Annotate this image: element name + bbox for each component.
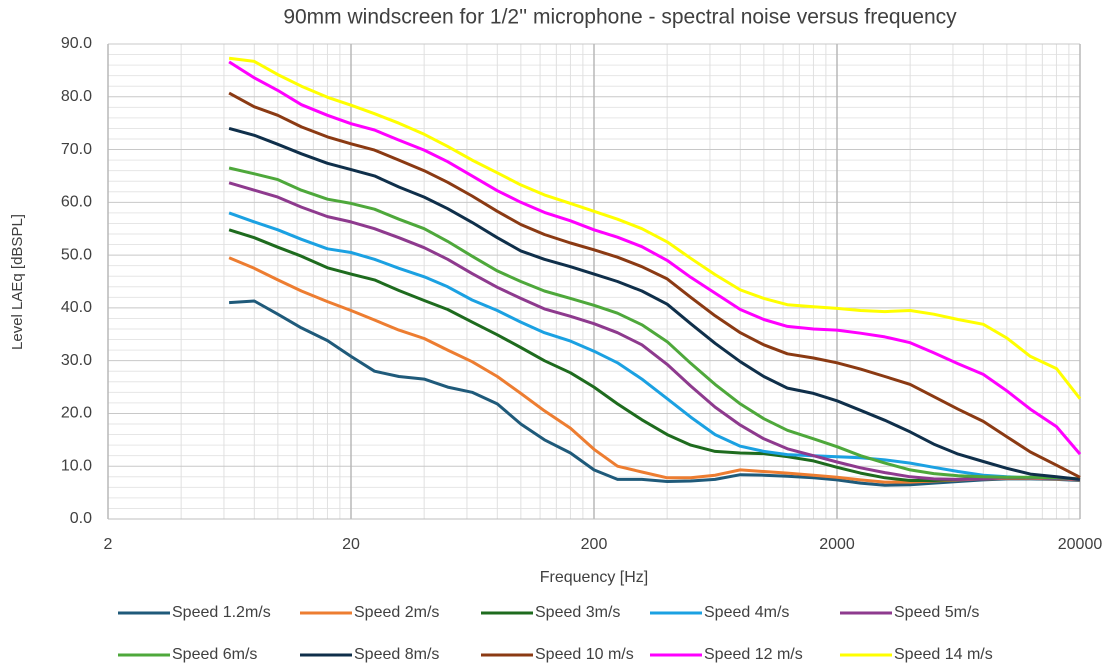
legend-label: Speed 4m/s [704, 604, 789, 621]
legend-label: Speed 6m/s [172, 646, 257, 663]
y-tick-label: 40.0 [61, 299, 92, 316]
y-tick-label: 10.0 [61, 457, 92, 474]
x-tick-label: 2000 [819, 536, 855, 553]
legend-label: Speed 12 m/s [704, 646, 803, 663]
legend-label: Speed 2m/s [354, 604, 439, 621]
series-line [228, 126, 1081, 481]
series-line [228, 256, 1081, 484]
x-axis-label: Frequency [Hz] [540, 569, 648, 586]
legend-label: Speed 10 m/s [535, 646, 634, 663]
series-line [229, 299, 1081, 487]
series-line [228, 60, 1082, 456]
series-line [228, 166, 1081, 481]
y-tick-label: 0.0 [70, 510, 92, 527]
x-tick-label: 20000 [1058, 536, 1103, 553]
y-tick-label: 30.0 [61, 352, 92, 369]
y-tick-label: 50.0 [61, 246, 92, 263]
series-line [228, 91, 1081, 479]
series-line [228, 211, 1081, 481]
series-line [228, 181, 1081, 481]
y-tick-label: 90.0 [61, 35, 92, 52]
x-tick-label: 2 [104, 536, 113, 553]
x-tick-label: 20 [342, 536, 360, 553]
legend-label: Speed 3m/s [535, 604, 620, 621]
y-tick-label: 70.0 [61, 141, 92, 158]
series-line [228, 56, 1082, 400]
y-tick-label: 20.0 [61, 405, 92, 422]
chart-title: 90mm windscreen for 1/2'' microphone - s… [283, 6, 957, 29]
y-axis-label: Level LAEq [dBSPL] [9, 214, 26, 350]
legend-label: Speed 1.2m/s [172, 604, 271, 621]
x-tick-label: 200 [581, 536, 608, 553]
legend-label: Speed 8m/s [354, 646, 439, 663]
y-tick-label: 60.0 [61, 194, 92, 211]
legend-label: Speed 5m/s [894, 604, 979, 621]
legend-label: Speed 14 m/s [894, 646, 993, 663]
y-tick-label: 80.0 [61, 88, 92, 105]
